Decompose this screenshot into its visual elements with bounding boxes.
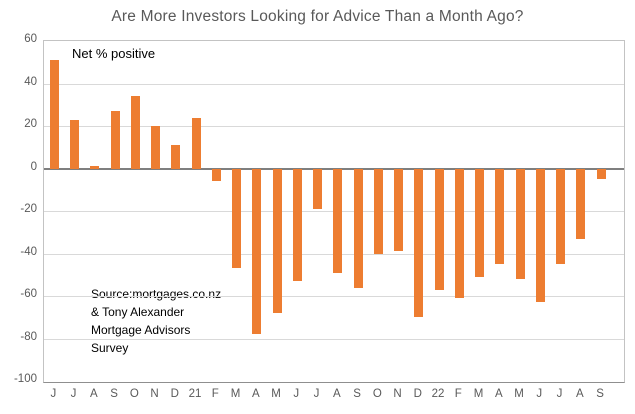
chart-title: Are More Investors Looking for Advice Th… (111, 8, 524, 25)
series-annotation: Net % positive (72, 46, 156, 61)
bar (130, 96, 140, 169)
gridline (44, 83, 624, 85)
bar (70, 119, 80, 169)
x-tick-label: O (372, 388, 382, 400)
x-tick-label: D (413, 388, 422, 400)
bar (596, 168, 606, 180)
x-tick-label: J (70, 388, 77, 400)
x-tick-label: J (293, 388, 300, 400)
y-tick-label: 0 (30, 160, 37, 173)
bar (151, 126, 161, 169)
x-tick-label: M (473, 388, 484, 400)
bar (232, 168, 242, 269)
y-tick-label: -20 (20, 203, 37, 215)
y-tick-label: 40 (24, 75, 37, 88)
x-tick-label: 21 (188, 388, 202, 400)
bar (49, 60, 59, 169)
y-tick-label: -80 (20, 330, 37, 343)
bar (292, 168, 302, 282)
y-tick-label: 60 (24, 33, 37, 45)
x-tick-label: D (170, 388, 179, 400)
bar (515, 168, 525, 279)
x-tick-label: J (313, 388, 320, 400)
bar (110, 111, 120, 169)
bar (576, 168, 586, 239)
y-tick-label: -100 (13, 373, 37, 385)
x-tick-label: O (129, 388, 139, 400)
x-tick-label: S (110, 388, 118, 400)
y-tick-label: -60 (20, 288, 37, 300)
y-tick-label: 20 (24, 118, 37, 130)
source-line: & Tony Alexander (91, 305, 185, 319)
x-tick-label: J (536, 388, 543, 400)
gridline (44, 126, 624, 127)
bar (313, 168, 323, 209)
x-tick-label: M (271, 388, 281, 400)
y-tick-label: -40 (20, 245, 37, 258)
bar (454, 168, 464, 299)
bar (475, 168, 485, 277)
bar (556, 168, 566, 265)
bar (333, 168, 343, 273)
x-tick-label: F (454, 388, 462, 400)
x-tick-label: F (211, 388, 219, 400)
bar (434, 168, 444, 290)
x-tick-label: N (150, 388, 159, 400)
source-line: Mortgage Advisors (91, 323, 191, 337)
plot-area: Net % positive Source:mortgages.co.nz & … (43, 40, 625, 383)
x-tick-label: M (514, 388, 524, 400)
x-tick-label: M (230, 388, 241, 400)
x-tick-label: A (332, 388, 341, 400)
x-tick-label: 22 (431, 388, 445, 400)
bar (171, 145, 181, 169)
y-axis: 60 40 20 0 -20 -40 -60 -80 -100 (0, 0, 38, 414)
source-note: Source:mortgages.co.nz & Tony Alexander … (91, 285, 221, 357)
x-tick-label: J (556, 388, 563, 400)
x-tick-label: A (89, 388, 98, 400)
x-axis: J J A S O N D 21 F M A M J J A S O N D 22 F M A M J J A S (43, 388, 625, 404)
x-tick-label: A (251, 388, 260, 400)
x-tick-label: A (494, 388, 503, 400)
source-line: Survey (91, 341, 129, 355)
x-tick-label: N (393, 388, 402, 400)
bar (394, 168, 404, 252)
bar (353, 168, 363, 288)
bar (90, 166, 100, 169)
x-tick-label: J (50, 388, 57, 400)
bar (535, 168, 545, 303)
x-tick-label: A (575, 388, 584, 400)
x-tick-label: S (353, 388, 361, 400)
source-line: Source:mortgages.co.nz (91, 287, 222, 301)
gridline (44, 296, 624, 297)
x-tick-label: S (596, 388, 604, 400)
bar (373, 168, 383, 254)
bar (211, 168, 221, 182)
bar (272, 168, 282, 313)
bar (252, 168, 262, 335)
bar (495, 168, 505, 265)
bar (414, 168, 424, 318)
gridline (44, 338, 624, 340)
bar (191, 117, 201, 169)
